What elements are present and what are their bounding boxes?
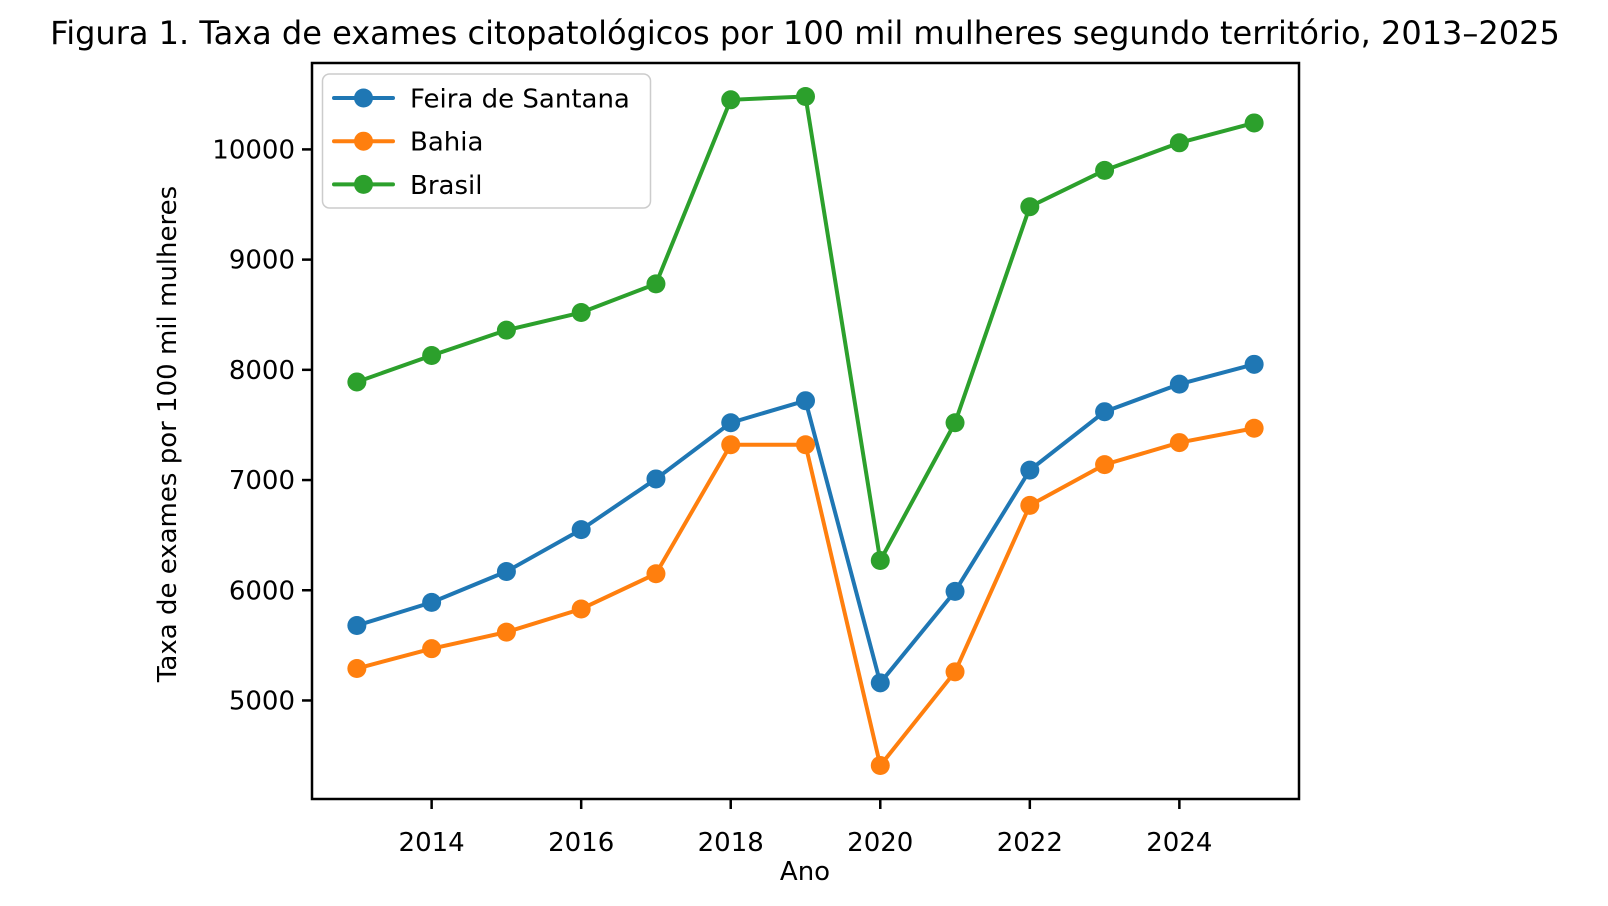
data-point-brasil-2020	[870, 550, 890, 570]
data-point-brasil-2018	[721, 90, 741, 110]
y-tick-label: 5000	[229, 686, 295, 716]
data-point-feira-de-santana-2018	[721, 413, 741, 433]
data-point-feira-de-santana-2020	[870, 673, 890, 693]
y-tick-label: 6000	[229, 576, 295, 606]
data-point-feira-de-santana-2015	[496, 562, 516, 582]
data-point-brasil-2015	[496, 320, 516, 340]
data-point-feira-de-santana-2016	[571, 520, 591, 540]
y-tick-label: 10000	[212, 135, 295, 165]
legend-marker-bahia	[354, 131, 373, 151]
data-point-brasil-2021	[945, 413, 965, 433]
data-point-bahia-2018	[721, 435, 741, 455]
data-point-feira-de-santana-2024	[1169, 374, 1189, 394]
y-tick-label: 8000	[229, 356, 295, 386]
x-tick-label: 2018	[698, 828, 764, 858]
legend: Feira de Santana Bahia Brasil	[321, 73, 652, 209]
data-point-feira-de-santana-2022	[1020, 460, 1040, 480]
x-tick-label: 2022	[997, 828, 1063, 858]
data-point-feira-de-santana-2021	[945, 581, 965, 601]
x-tick-label: 2014	[399, 828, 465, 858]
data-point-feira-de-santana-2013	[347, 616, 367, 636]
data-point-feira-de-santana-2014	[422, 592, 442, 612]
data-point-brasil-2023	[1095, 160, 1115, 180]
data-point-brasil-2022	[1020, 197, 1040, 217]
data-point-feira-de-santana-2017	[646, 469, 666, 489]
legend-marker-feira-de-santana	[354, 88, 373, 108]
y-axis-label: Taxa de exames por 100 mil mulheres	[153, 186, 183, 683]
chart-title: Figura 1. Taxa de exames citopatológicos…	[50, 14, 1560, 52]
x-tick-label: 2020	[847, 828, 913, 858]
legend-marker-brasil	[354, 174, 373, 194]
data-point-brasil-2016	[571, 303, 591, 323]
data-point-bahia-2016	[571, 599, 591, 619]
data-point-brasil-2013	[347, 372, 367, 392]
legend-label-bahia: Bahia	[410, 128, 483, 158]
x-tick-label: 2024	[1146, 828, 1212, 858]
data-point-bahia-2017	[646, 564, 666, 584]
data-point-feira-de-santana-2023	[1095, 402, 1115, 422]
data-point-bahia-2022	[1020, 495, 1040, 515]
legend-label-brasil: Brasil	[410, 171, 482, 201]
data-point-bahia-2021	[945, 662, 965, 682]
data-point-bahia-2024	[1169, 433, 1189, 453]
data-point-bahia-2025	[1244, 418, 1264, 438]
x-axis-label: Ano	[780, 857, 830, 887]
data-point-brasil-2025	[1244, 113, 1264, 133]
x-axis: 2014 2016 2018 2020 2022 2024	[399, 799, 1212, 858]
data-point-brasil-2024	[1169, 133, 1189, 153]
data-point-feira-de-santana-2025	[1244, 354, 1264, 374]
legend-box	[321, 73, 652, 209]
data-point-bahia-2020	[870, 755, 890, 775]
data-point-brasil-2017	[646, 274, 666, 294]
x-tick-label: 2016	[548, 828, 614, 858]
data-point-brasil-2019	[796, 87, 815, 107]
data-point-bahia-2019	[796, 435, 815, 455]
y-tick-label: 7000	[229, 466, 295, 496]
data-point-bahia-2014	[422, 639, 442, 659]
data-point-bahia-2013	[347, 659, 367, 679]
data-point-bahia-2023	[1095, 455, 1115, 475]
data-point-bahia-2015	[496, 622, 516, 642]
data-point-feira-de-santana-2019	[796, 391, 815, 411]
y-axis: 5000 6000 7000 8000 9000 10000	[212, 135, 312, 716]
series-group	[347, 87, 1264, 775]
legend-label-feira-de-santana: Feira de Santana	[410, 85, 630, 115]
y-tick-label: 9000	[229, 246, 295, 276]
data-point-brasil-2014	[422, 346, 442, 366]
